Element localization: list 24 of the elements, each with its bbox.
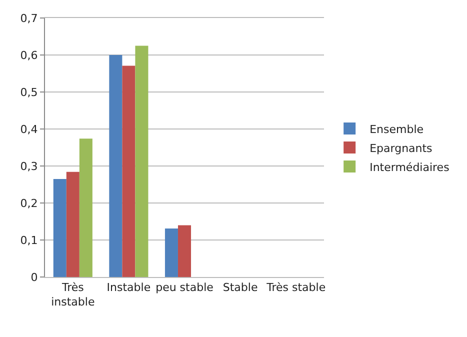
y-tick-label: 0,4 (20, 122, 38, 136)
y-tick-label: 0,1 (20, 234, 38, 247)
bar (79, 138, 92, 277)
x-tick-label: Très stable (266, 281, 326, 294)
x-tick-label: Très instable (51, 281, 95, 308)
y-tick-label: 0 (30, 270, 38, 284)
bar (66, 172, 80, 277)
legend-label: Intermédiaires (370, 160, 450, 174)
y-tick-label: 0,6 (20, 48, 38, 62)
y-tick-label: 0,7 (20, 12, 38, 25)
x-tick-label: peu stable (156, 281, 214, 294)
bar (164, 228, 178, 277)
bar (53, 178, 66, 277)
y-tick-label: 0,3 (20, 160, 38, 173)
legend-label: Ensemble (370, 122, 424, 136)
x-tick-label: Stable (222, 281, 258, 294)
x-tick-label: Instable (106, 281, 151, 294)
y-tick-label: 0,5 (20, 86, 38, 99)
legend-label: Epargnants (370, 142, 433, 155)
bar (135, 46, 148, 277)
bar (109, 55, 122, 277)
bar (178, 225, 192, 277)
y-tick-label: 0,2 (20, 196, 38, 210)
bar (122, 66, 136, 277)
